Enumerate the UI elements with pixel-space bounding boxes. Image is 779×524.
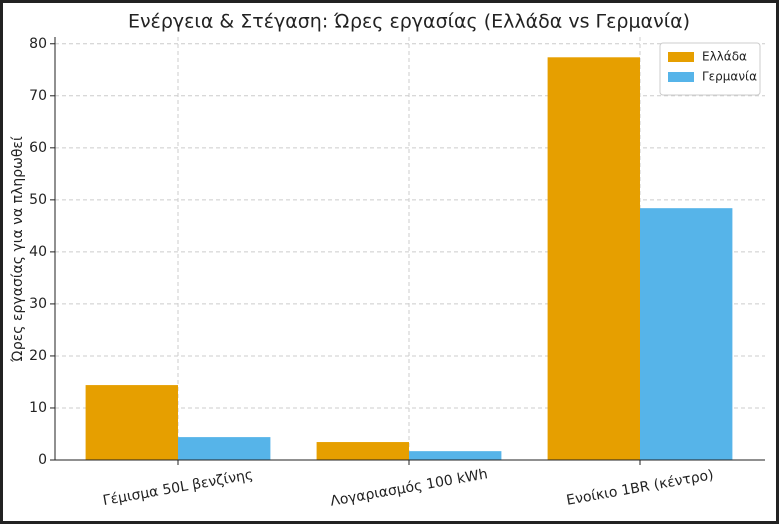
- y-tick-label: 80: [29, 36, 47, 52]
- bar: [409, 451, 502, 460]
- bar: [547, 57, 640, 461]
- chart-title: Ενέργεια & Στέγαση: Ώρες εργασίας (Ελλάδ…: [128, 11, 690, 33]
- y-tick-label: 50: [29, 192, 47, 208]
- legend-swatch: [668, 72, 694, 82]
- y-tick-label: 20: [29, 348, 47, 364]
- y-tick-label: 30: [29, 296, 47, 312]
- bar: [640, 208, 733, 460]
- bar: [178, 437, 271, 460]
- y-tick-label: 60: [29, 140, 47, 156]
- y-tick-label: 40: [29, 244, 47, 260]
- y-tick-label: 0: [38, 452, 47, 468]
- legend-label: Ελλάδα: [702, 50, 747, 64]
- y-tick-label: 70: [29, 88, 47, 104]
- legend-swatch: [668, 52, 694, 62]
- y-axis-label: Ώρες εργασίας για να πληρωθεί: [10, 136, 26, 363]
- y-tick-label: 10: [29, 400, 47, 416]
- legend-label: Γερμανία: [702, 70, 757, 84]
- bar: [316, 442, 409, 460]
- bar: [85, 385, 178, 460]
